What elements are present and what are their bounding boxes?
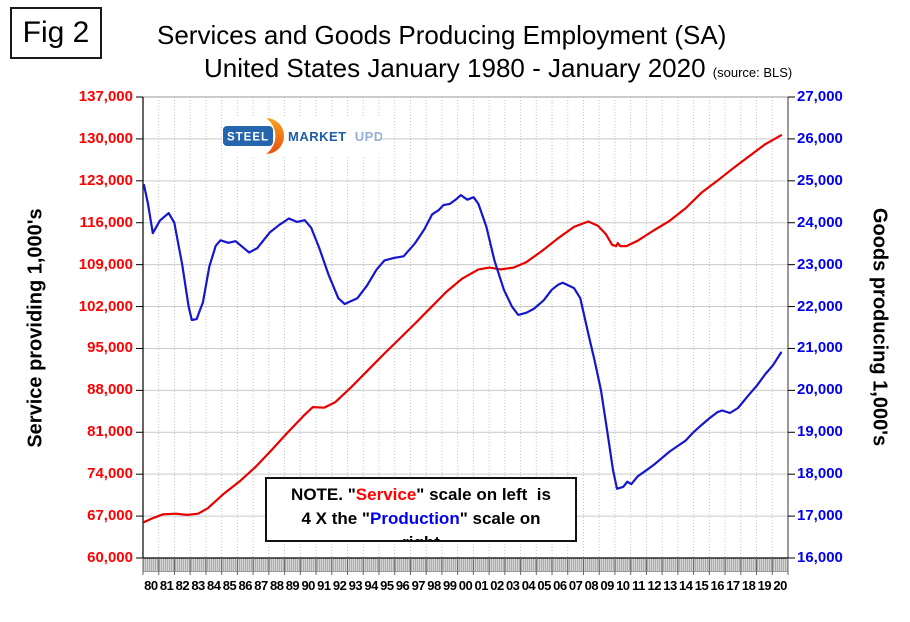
x-axis-tick-label: 80 [144, 578, 158, 593]
left-axis-tick-label: 102,000 [78, 297, 133, 315]
x-axis-tick-label: 85 [222, 578, 237, 593]
x-axis-tick-label: 82 [175, 578, 190, 593]
note-line: right [267, 531, 575, 540]
logo-graphic: STEEL MARKET UPDATE [223, 118, 410, 154]
right-axis-tick-label: 27,000 [797, 88, 843, 105]
figure-number-box: Fig 2 [10, 7, 102, 59]
logo-crescent-icon [266, 118, 284, 154]
x-axis-tick-label: 13 [663, 578, 677, 593]
left-axis-tick-label: 95,000 [87, 339, 133, 357]
left-axis-tick-label: 137,000 [78, 88, 133, 105]
note-text-segment: NOTE. " [291, 485, 356, 504]
left-axis-tick-label: 130,000 [78, 129, 133, 147]
note-text-segment: right [402, 533, 440, 540]
right-axis-tick-label: 21,000 [797, 339, 843, 357]
x-axis-tick-label: 90 [301, 578, 315, 593]
x-axis-tick-label: 18 [741, 578, 756, 593]
x-axis-tick-label: 89 [285, 578, 300, 593]
note-line: NOTE. "Service" scale on left is [267, 483, 575, 507]
x-axis-tick-label: 02 [490, 578, 504, 593]
x-axis-tick-label: 03 [505, 578, 520, 593]
x-axis-tick-label: 84 [207, 578, 221, 593]
left-axis-tick-label: 88,000 [87, 381, 133, 399]
chart-title-line2: United States January 1980 - January 202… [204, 53, 792, 84]
right-axis-tick-label: 26,000 [797, 129, 843, 147]
right-axis-tick-label: 18,000 [797, 465, 843, 483]
chart-source-label: (source: BLS) [712, 65, 793, 80]
x-axis-tick-label: 05 [537, 578, 551, 593]
x-axis-tick-label: 88 [269, 578, 284, 593]
right-axis-title: Goods producing 1,000's [868, 207, 891, 447]
left-axis-title: Service providing 1,000's [24, 208, 47, 448]
x-axis-tick-label: 11 [632, 578, 645, 593]
x-axis-tick-label: 06 [553, 578, 567, 593]
x-axis-tick-label: 91 [317, 578, 331, 593]
x-axis-hatched-band [143, 558, 788, 572]
x-axis-tick-label: 08 [584, 578, 599, 593]
note-text-segment: " scale on left is [416, 485, 551, 504]
left-axis-tick-label: 81,000 [87, 423, 133, 441]
x-axis-tick-label: 12 [647, 578, 662, 593]
x-axis-tick-label: 10 [616, 578, 630, 593]
note-text-segment: " scale on [459, 509, 541, 528]
right-axis-tick-label: 24,000 [797, 213, 843, 231]
x-axis-tick-label: 81 [159, 578, 174, 593]
x-axis-tick-label: 00 [458, 578, 473, 593]
x-axis-tick-label: 17 [726, 578, 740, 593]
x-axis-tick-label: 07 [568, 578, 583, 593]
x-axis-tick-label: 96 [395, 578, 410, 593]
x-axis-tick-label: 93 [348, 578, 363, 593]
left-axis-tick-label: 109,000 [78, 255, 133, 273]
chart-title-line2-text: United States January 1980 - January 202… [204, 53, 706, 83]
left-axis-tick-label: 60,000 [87, 549, 133, 566]
logo-steel-text: STEEL [227, 132, 269, 144]
note-text-segment: 4 X the " [301, 509, 370, 528]
logo-market-text: MARKET [288, 129, 347, 144]
left-axis-tick-label: 74,000 [87, 465, 133, 483]
x-axis-tick-label: 86 [238, 578, 253, 593]
x-axis-tick-label: 95 [380, 578, 394, 593]
x-axis-tick-label: 19 [757, 578, 772, 593]
right-axis-tick-label: 16,000 [797, 549, 843, 566]
svg-text:MARKET UPDATE: MARKET UPDATE [288, 129, 382, 144]
steel-market-update-logo: STEEL MARKET UPDATE [222, 116, 410, 156]
x-axis-tick-label: 15 [694, 578, 709, 593]
left-axis-tick-label: 116,000 [79, 213, 133, 231]
x-axis-tick-label: 83 [191, 578, 205, 593]
x-axis-tick-label: 04 [521, 578, 536, 593]
note-text-segment: Service [355, 485, 417, 504]
right-axis-tick-label: 19,000 [797, 423, 843, 441]
right-axis-tick-label: 20,000 [797, 381, 843, 399]
x-axis-tick-label: 14 [679, 578, 693, 593]
goods-producing-line [142, 183, 783, 490]
logo-update-text: UPDATE [355, 129, 382, 144]
x-axis-tick-label: 20 [773, 578, 787, 593]
left-axis-tick-label: 67,000 [87, 507, 133, 525]
chart-title-line1: Services and Goods Producing Employment … [157, 20, 727, 50]
x-axis-tick-label: 01 [474, 578, 488, 593]
right-axis-tick-label: 25,000 [797, 171, 843, 189]
logo-steel-pill [223, 126, 273, 146]
right-axis-tick-label: 17,000 [797, 507, 843, 525]
right-axis-tick-label: 22,000 [797, 297, 843, 315]
x-axis-tick-label: 92 [332, 578, 347, 593]
note-text-segment: Production [369, 509, 460, 528]
note-line: 4 X the "Production" scale on [267, 507, 575, 531]
x-axis-tick-label: 94 [364, 578, 378, 593]
note-box: NOTE. "Service" scale on left is 4 X the … [265, 477, 577, 542]
service-providing-line [142, 134, 783, 524]
x-axis-tick-label: 97 [411, 578, 426, 593]
right-axis-tick-label: 23,000 [797, 255, 843, 273]
x-axis-tick-label: 16 [710, 578, 724, 593]
x-axis-tick-label: 99 [443, 578, 457, 593]
left-axis-tick-label: 123,000 [78, 171, 133, 189]
x-axis-tick-label: 09 [600, 578, 614, 593]
figure-number-label: Fig 2 [22, 16, 90, 49]
x-axis-tick-label: 87 [254, 578, 268, 593]
x-axis-tick-label: 98 [427, 578, 441, 593]
